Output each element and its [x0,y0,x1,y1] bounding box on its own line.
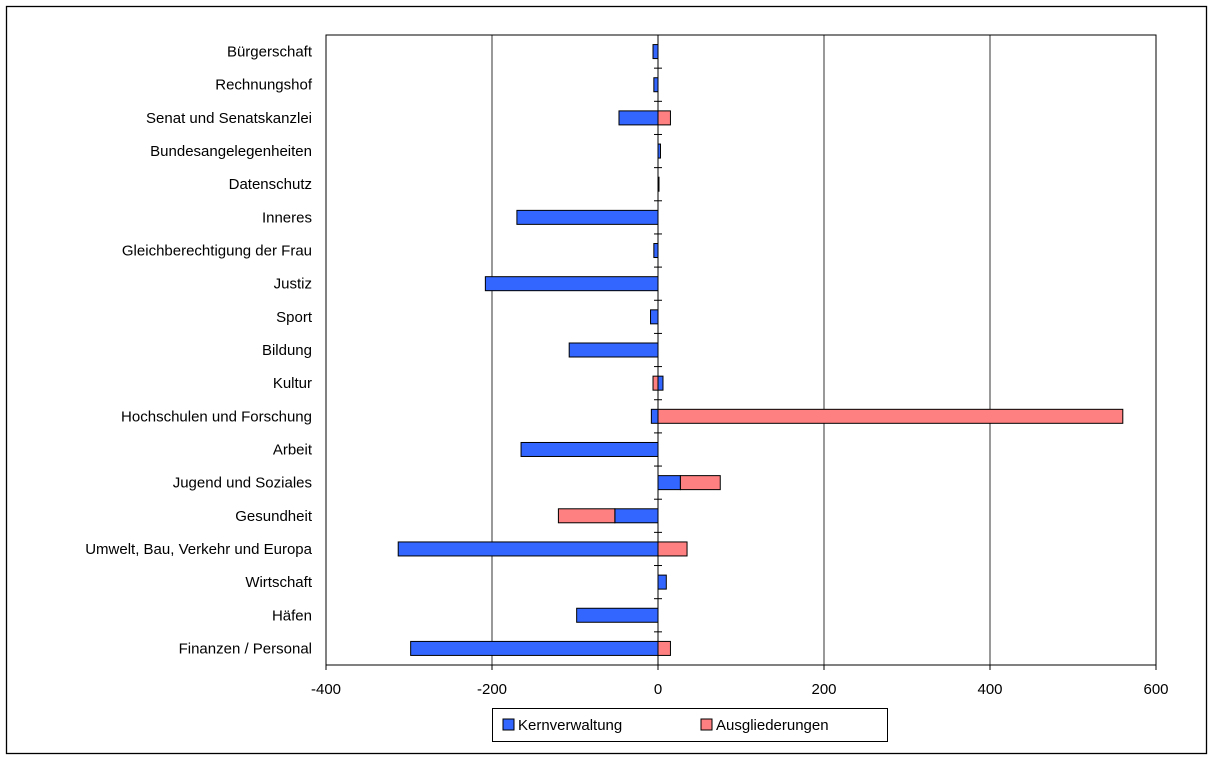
bar-kernverwaltung-sport [650,309,659,325]
bar-kernverwaltung-hochschulen-und-forschung [650,408,659,424]
x-tick-label: 400 [977,681,1002,698]
category-label-datenschutz: Datenschutz [229,176,312,193]
category-labels: Bürgerschaft Rechnungshof Senat und Senats… [85,44,313,658]
bar-kernverwaltung-finanzen-personal [410,640,659,656]
category-label-umwelt-bau-verkehr-und-europa: Umwelt, Bau, Verkehr und Europa [85,541,312,558]
x-tick-labels: -400 -200 0 200 400 600 [311,681,1169,698]
bar-kernverwaltung-gesundheit [614,508,659,524]
bar-kernverwaltung-jugend-und-soziales [657,475,681,491]
bar-kernverwaltung-umwelt-bau-verkehr-und-europa [397,541,659,557]
category-label-bildung: Bildung [262,342,312,359]
bar-kernverwaltung-senat-und-senatskanzlei [618,110,659,126]
outer-border [5,5,1208,755]
category-label-finanzen-personal: Finanzen / Personal [179,640,312,657]
category-label-kultur: Kultur [273,375,312,392]
x-tick-label: 0 [654,681,662,698]
category-label-jugend-und-soziales: Jugend und Soziales [173,475,312,492]
x-tick-label: 600 [1143,681,1168,698]
bar-kernverwaltung-hafen [576,607,659,623]
category-label-arbeit: Arbeit [273,441,313,458]
bar-ausgliederungen-finanzen-personal [657,640,671,656]
category-label-senat-und-senatskanzlei: Senat und Senatskanzlei [146,110,312,127]
x-tick-label: 200 [811,681,836,698]
bar-kernverwaltung-arbeit [520,441,659,457]
bar-kernverwaltung-inneres [516,209,659,225]
category-label-gesundheit: Gesundheit [235,508,313,525]
legend-label-kernverwaltung: Kernverwaltung [518,717,622,734]
bar-ausgliederungen-kultur [652,375,659,391]
legend: Kernverwaltung Ausgliederungen [492,708,888,742]
bars [397,44,1124,656]
category-label-burgerschaft: Bürgerschaft [227,44,313,61]
x-tick-label: -400 [311,681,341,698]
legend-swatch-kernverwaltung [502,718,515,731]
category-label-hochschulen-und-forschung: Hochschulen und Forschung [121,408,312,425]
bar-ausgliederungen-jugend-und-soziales [679,475,721,491]
category-label-sport: Sport [276,309,313,326]
axes [325,34,1157,670]
bar-kernverwaltung-wirtschaft [657,574,667,590]
bar-kernverwaltung-justiz [484,276,659,292]
plot-area-border [325,34,1157,666]
bar-ausgliederungen-umwelt-bau-verkehr-und-europa [657,541,688,557]
legend-box [492,708,888,742]
bar-ausgliederungen-hochschulen-und-forschung [657,408,1124,424]
category-label-wirtschaft: Wirtschaft [245,574,313,591]
gridlines [325,34,1157,666]
bar-kernverwaltung-burgerschaft [652,44,659,60]
x-tick-label: -200 [477,681,507,698]
bar-kernverwaltung-rechnungshof [653,77,659,93]
category-label-inneres: Inneres [262,209,312,226]
bar-kernverwaltung-bildung [568,342,659,358]
legend-label-ausgliederungen: Ausgliederungen [716,717,829,734]
category-label-rechnungshof: Rechnungshof [215,77,313,94]
bar-kernverwaltung-gleichberechtigung-der-frau [653,243,659,259]
legend-swatch-ausgliederungen [700,718,713,731]
category-label-justiz: Justiz [274,276,312,293]
category-label-bundesangelegenheiten: Bundesangelegenheiten [150,143,312,160]
bar-kernverwaltung-kultur [657,375,664,391]
bar-ausgliederungen-senat-und-senatskanzlei [657,110,671,126]
category-label-hafen: Häfen [272,607,312,624]
bar-ausgliederungen-gesundheit [557,508,616,524]
category-label-gleichberechtigung-der-frau: Gleichberechtigung der Frau [122,243,312,260]
